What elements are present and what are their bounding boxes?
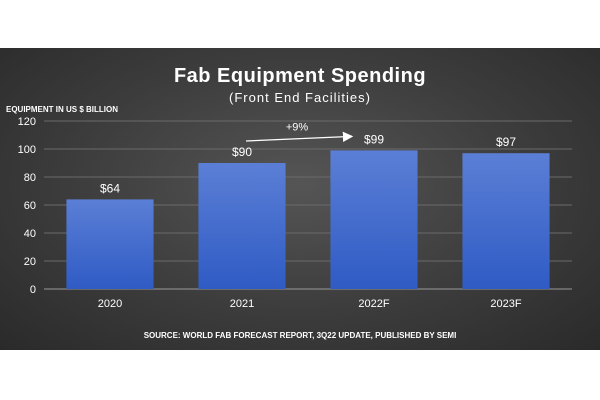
growth-arrow (245, 131, 354, 142)
growth-annotation: +9% (245, 121, 354, 142)
y-axis-label: EQUIPMENT IN US $ BILLION (6, 105, 118, 114)
chart-panel: Fab Equipment Spending (Front End Facili… (0, 48, 600, 350)
bar-2022F (330, 150, 418, 289)
x-tick-label: 2022F (358, 298, 389, 310)
bar-2023F (462, 153, 550, 289)
data-label: $99 (364, 132, 384, 146)
bar-2020 (66, 199, 154, 289)
x-tick-label: 2023F (490, 298, 521, 310)
bar-2021 (198, 163, 286, 289)
y-tick-label: 20 (24, 256, 36, 268)
data-labels: $64 $90 $99 $97 (100, 132, 516, 195)
source-note: SOURCE: WORLD FAB FORECAST REPORT, 3Q22 … (144, 331, 457, 340)
y-tick-label: 120 (18, 116, 36, 128)
growth-label: +9% (286, 121, 309, 133)
x-tick-label: 2021 (230, 298, 254, 310)
data-label: $90 (232, 145, 252, 159)
y-tick-label: 0 (30, 284, 36, 296)
chart-subtitle: (Front End Facilities) (229, 90, 371, 105)
bar-chart: Fab Equipment Spending (Front End Facili… (6, 65, 572, 340)
y-tick-labels: 0 20 40 60 80 100 120 (18, 116, 36, 296)
x-tick-label: 2020 (98, 298, 122, 310)
bars (66, 150, 550, 289)
x-tick-labels: 2020 2021 2022F 2023F (98, 298, 522, 310)
data-label: $64 (100, 181, 120, 195)
y-tick-label: 60 (24, 200, 36, 212)
chart-title: Fab Equipment Spending (174, 65, 426, 87)
y-tick-label: 100 (18, 144, 36, 156)
y-tick-label: 80 (24, 172, 36, 184)
y-tick-label: 40 (24, 228, 36, 240)
data-label: $97 (496, 135, 516, 149)
